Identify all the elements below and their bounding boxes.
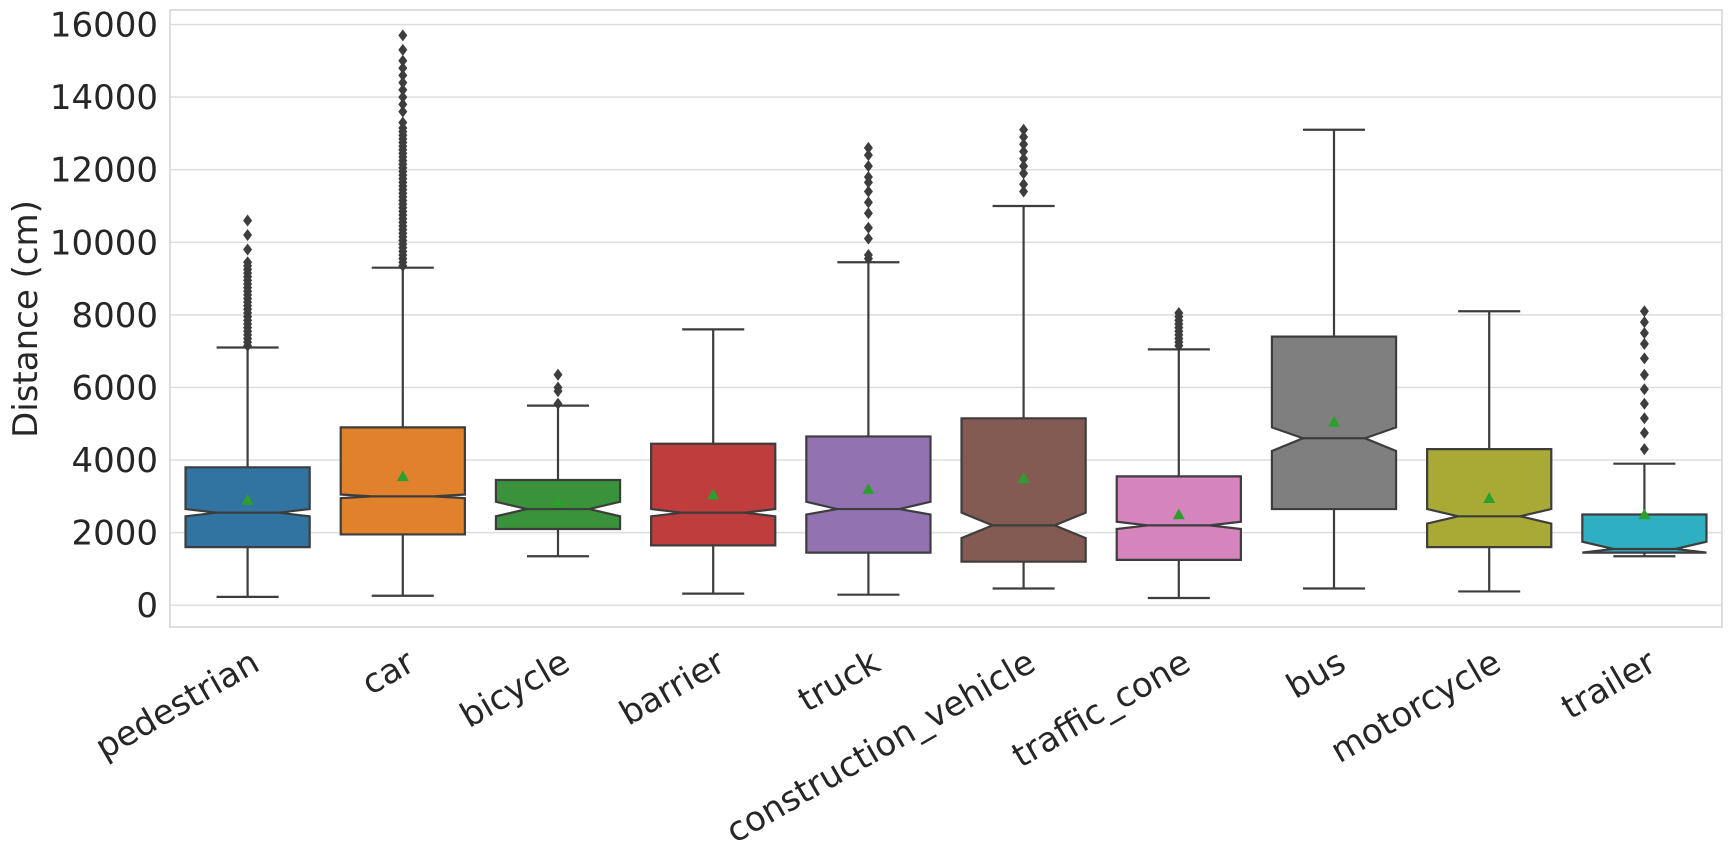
flier-trailer-8 <box>1639 327 1649 340</box>
flier-truck-1 <box>863 248 873 261</box>
box-body-construction_vehicle <box>960 417 1087 563</box>
y-tick-label-12000: 12000 <box>50 151 158 191</box>
flier-trailer-4 <box>1639 383 1649 396</box>
flier-truck-2 <box>863 232 873 245</box>
flier-truck-5 <box>863 196 873 209</box>
x-tick-label-traffic_cone: traffic_cone <box>1005 642 1197 776</box>
mean-marker-pedestrian <box>241 493 254 505</box>
box-body-truck <box>805 435 932 554</box>
flier-trailer-2 <box>1639 412 1649 425</box>
flier-car-49 <box>398 29 408 42</box>
y-tick-labels: 0 2000 4000 6000 8000 10000 12000 14000 16000 <box>50 6 158 627</box>
flier-truck-4 <box>863 207 873 220</box>
flier-car-39 <box>398 116 408 129</box>
flier-construction_vehicle-6 <box>1019 138 1029 151</box>
box-traffic_cone <box>1115 307 1242 600</box>
flier-car-43 <box>398 83 408 96</box>
flier-traffic_cone-9 <box>1174 307 1184 320</box>
x-tick-label-barrier: barrier <box>613 642 732 734</box>
boxes <box>184 29 1708 600</box>
flier-pedestrian-25 <box>243 229 253 242</box>
flier-trailer-9 <box>1639 316 1649 329</box>
mean-marker-car <box>396 470 409 482</box>
box-truck <box>805 141 932 596</box>
x-tick-label-car: car <box>355 642 421 703</box>
flier-bicycle-0 <box>553 397 563 410</box>
box-bicycle <box>494 368 622 558</box>
flier-truck-10 <box>863 149 873 162</box>
x-tick-label-truck: truck <box>791 642 887 720</box>
flier-bicycle-3 <box>553 368 563 381</box>
x-tick-label-pedestrian: pedestrian <box>89 642 266 768</box>
mean-marker-barrier <box>707 488 720 500</box>
flier-car-44 <box>398 76 408 89</box>
flier-construction_vehicle-5 <box>1019 145 1029 158</box>
flier-trailer-5 <box>1639 368 1649 381</box>
box-barrier <box>650 328 777 595</box>
mean-marker-bicycle <box>552 495 564 507</box>
flier-car-45 <box>398 69 408 82</box>
x-tick-label-trailer: trailer <box>1555 642 1663 728</box>
flier-pedestrian-26 <box>243 214 253 227</box>
flier-construction_vehicle-2 <box>1019 167 1029 180</box>
flier-trailer-7 <box>1639 337 1649 350</box>
y-tick-label-10000: 10000 <box>50 223 158 263</box>
mean-marker-motorcycle <box>1483 492 1496 503</box>
flier-car-40 <box>398 105 408 118</box>
flier-truck-9 <box>863 160 873 173</box>
box-bus <box>1270 128 1398 590</box>
box-body-trailer <box>1581 513 1708 554</box>
flier-bicycle-2 <box>553 381 563 394</box>
flier-trailer-10 <box>1639 305 1649 318</box>
flier-trailer-0 <box>1639 443 1649 456</box>
flier-truck-8 <box>863 170 873 183</box>
box-body-pedestrian <box>184 466 311 549</box>
mean-marker-construction_vehicle <box>1017 472 1030 483</box>
flier-construction_vehicle-8 <box>1019 123 1029 136</box>
mean-marker-trailer <box>1638 508 1651 520</box>
flier-trailer-3 <box>1639 397 1649 410</box>
y-tick-label-0: 0 <box>136 586 158 626</box>
y-axis-title: Distance (cm) <box>6 200 46 438</box>
flier-construction_vehicle-4 <box>1019 152 1029 165</box>
flier-truck-3 <box>863 221 873 234</box>
x-tick-label-bus: bus <box>1280 642 1353 707</box>
flier-car-47 <box>398 54 408 67</box>
flier-car-48 <box>398 43 408 56</box>
box-construction_vehicle <box>960 123 1087 590</box>
mean-marker-bus <box>1328 415 1340 427</box>
flier-car-41 <box>398 98 408 111</box>
box-motorcycle <box>1426 310 1553 593</box>
flier-pedestrian-23 <box>243 256 253 269</box>
flier-trailer-1 <box>1639 426 1649 439</box>
y-tick-label-16000: 16000 <box>50 6 158 46</box>
flier-pedestrian-24 <box>243 243 253 256</box>
y-tick-label-14000: 14000 <box>50 78 158 118</box>
flier-construction_vehicle-1 <box>1019 178 1029 191</box>
y-tick-label-6000: 6000 <box>71 368 158 408</box>
box-car <box>339 29 466 597</box>
x-tick-label-bicycle: bicycle <box>454 642 577 736</box>
flier-truck-6 <box>863 185 873 198</box>
y-tick-label-4000: 4000 <box>71 441 158 481</box>
box-pedestrian <box>184 214 311 598</box>
flier-truck-11 <box>863 141 873 154</box>
x-tick-labels: pedestrian car bicycle barrier truckconstruc… <box>89 642 1663 844</box>
flier-construction_vehicle-0 <box>1019 185 1029 198</box>
flier-trailer-6 <box>1639 352 1649 365</box>
x-tick-label-motorcycle: motorcycle <box>1324 642 1508 771</box>
box-trailer <box>1581 305 1708 558</box>
flier-car-46 <box>398 62 408 75</box>
flier-car-42 <box>398 91 408 104</box>
y-tick-label-8000: 8000 <box>71 296 158 336</box>
mean-marker-truck <box>862 483 875 494</box>
flier-construction_vehicle-3 <box>1019 160 1029 173</box>
y-tick-label-2000: 2000 <box>71 514 158 554</box>
mean-marker-traffic_cone <box>1172 508 1185 520</box>
flier-construction_vehicle-7 <box>1019 131 1029 144</box>
